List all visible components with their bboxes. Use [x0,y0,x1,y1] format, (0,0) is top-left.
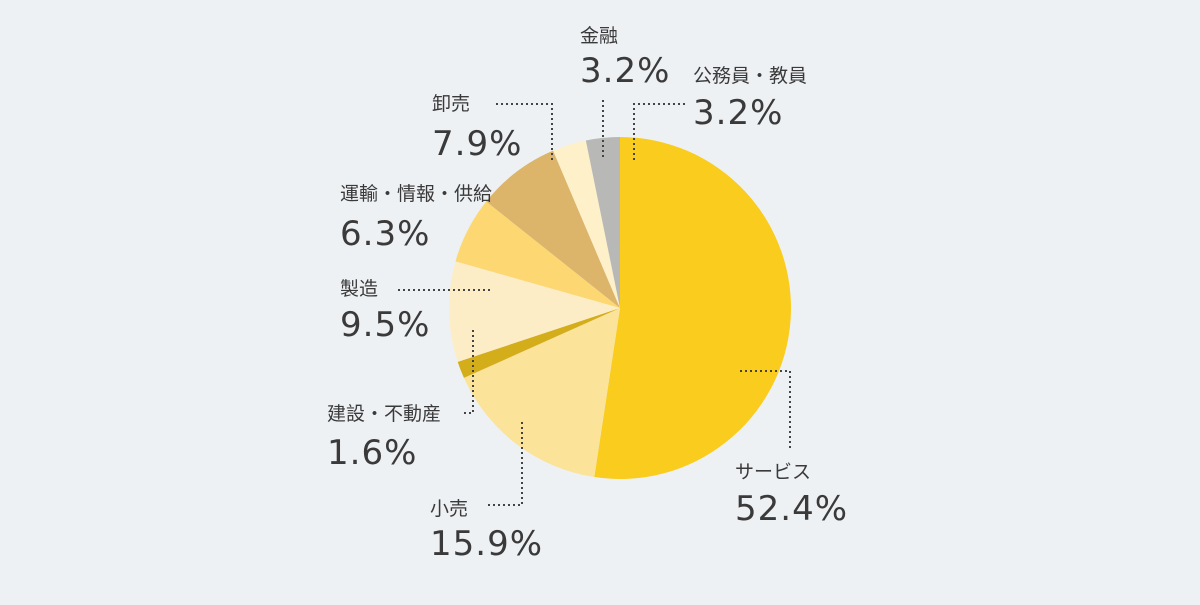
slice-category-label: 運輸・情報・供給 [340,183,492,205]
slice-category-label: 製造 [340,278,378,300]
pie-slice [448,261,620,362]
pie-slice [553,140,620,308]
leader-line [488,422,523,506]
leader-line [496,103,553,160]
pie-slice [457,308,620,378]
leader-line [740,370,791,448]
slice-labels: サービス 52.4% 小売 15.9% 建設・不動産 1.6% 製造 9.5% 運輸・情報・供給… [327,25,848,564]
slice-percent-label: 52.4% [735,489,848,529]
slice-percent-label: 3.2% [693,93,783,133]
slice-percent-label: 6.3% [340,214,430,254]
slice-category-label: 建設・不動産 [327,403,441,425]
leader-line [462,330,474,414]
slice-percent-label: 3.2% [580,51,670,91]
leader-lines [398,100,791,506]
slice-category-label: 卸売 [432,93,470,115]
pie-slice [486,150,620,308]
slice-category-label: サービス [735,461,811,483]
slice-category-label: 公務員・教員 [693,65,807,87]
leader-line [633,103,685,160]
pie-slices [448,137,791,479]
pie-slice [455,201,620,308]
pie-slice [594,137,791,479]
pie-slice [585,137,620,308]
slice-percent-label: 1.6% [327,433,417,473]
pie-slice [463,308,620,478]
slice-category-label: 金融 [580,25,618,47]
slice-category-label: 小売 [430,498,468,520]
slice-percent-label: 15.9% [430,524,543,564]
slice-percent-label: 7.9% [432,124,522,164]
slice-percent-label: 9.5% [340,305,430,345]
